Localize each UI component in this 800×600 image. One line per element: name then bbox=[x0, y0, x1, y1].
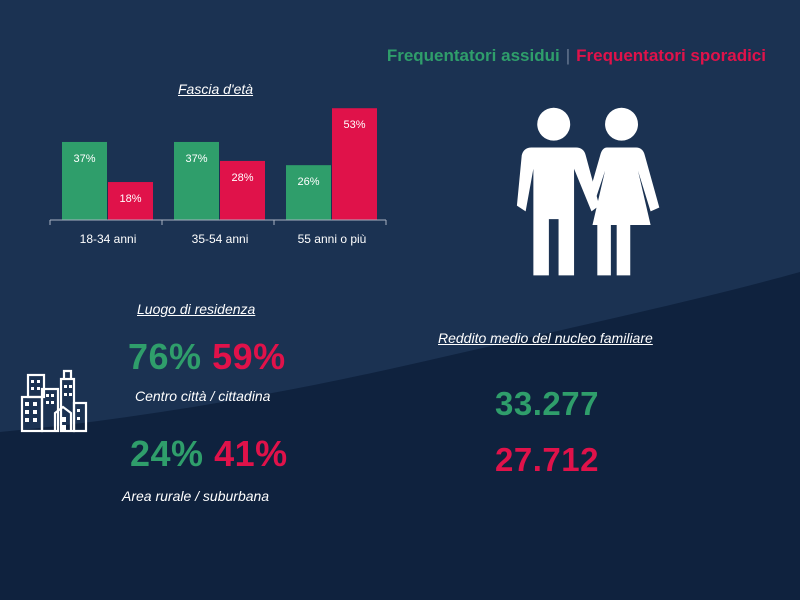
legend-sporadici: Frequentatori sporadici bbox=[576, 46, 766, 65]
residence-title: Luogo di residenza bbox=[137, 301, 256, 317]
bar-label-sporadici-1: 18% bbox=[119, 193, 141, 205]
bar-label-assidui-3: 26% bbox=[297, 176, 319, 188]
bar-assidui-1 bbox=[62, 141, 107, 220]
income-sporadici: 27.712 bbox=[495, 441, 599, 478]
bar-sporadici-2 bbox=[220, 160, 265, 220]
city-pct-assidui: 76% bbox=[128, 336, 202, 377]
couple-icon bbox=[516, 107, 660, 276]
city-buildings-icon bbox=[20, 369, 88, 433]
legend: Frequentatori assidui | Frequentatori spor… bbox=[387, 46, 766, 66]
bar-label-assidui-1: 37% bbox=[73, 153, 95, 165]
legend-assidui: Frequentatori assidui bbox=[386, 46, 560, 65]
bar-label-sporadici-2: 28% bbox=[231, 172, 253, 184]
tick-label-1: 18-34 anni bbox=[80, 232, 137, 246]
tick-label-3: 55 anni o più bbox=[298, 232, 367, 246]
income-title: Reddito medio del nucleo familiare bbox=[438, 330, 653, 346]
income-assidui: 33.277 bbox=[495, 385, 599, 422]
city-pct: 76% 59% bbox=[128, 336, 286, 378]
bar-sporadici-1 bbox=[108, 182, 153, 220]
rural-pct-assidui: 24% bbox=[130, 433, 204, 474]
age-bar-chart: 37% 18% 18-34 anni 37% 28% 35-54 anni 26% 53% 55… bbox=[49, 108, 387, 246]
legend-separator: | bbox=[565, 46, 571, 65]
bar-sporadici-3 bbox=[332, 108, 377, 220]
bar-label-sporadici-3: 53% bbox=[343, 119, 365, 131]
bar-assidui-3 bbox=[286, 165, 331, 220]
tick-label-2: 35-54 anni bbox=[192, 232, 249, 246]
age-chart-title: Fascia d'età bbox=[178, 81, 254, 97]
rural-pct: 24% 41% bbox=[130, 433, 288, 475]
city-pct-sporadici: 59% bbox=[212, 336, 286, 377]
bar-assidui-2 bbox=[174, 141, 219, 220]
city-caption: Centro città / cittadina bbox=[135, 388, 271, 404]
rural-pct-sporadici: 41% bbox=[214, 433, 288, 474]
rural-caption: Area rurale / suburbana bbox=[122, 488, 270, 504]
bar-label-assidui-2: 37% bbox=[185, 153, 207, 165]
